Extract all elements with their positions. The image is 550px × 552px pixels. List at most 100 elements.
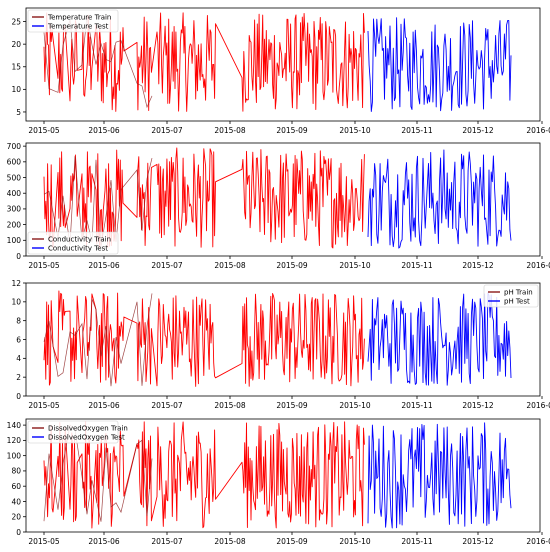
x-tick-label: 2016-01 — [526, 261, 550, 270]
y-tick-label: 8 — [16, 316, 21, 325]
series-line-train-outline — [43, 424, 153, 522]
y-tick-label: 60 — [11, 482, 21, 491]
y-tick-label: 700 — [7, 142, 22, 151]
x-tick-label: 2015-07 — [151, 126, 183, 135]
x-tick-label: 2015-11 — [401, 401, 433, 410]
series-line-train — [43, 290, 365, 387]
series-line-train — [43, 12, 365, 112]
legend-box — [27, 420, 119, 444]
x-tick-label: 2015-09 — [276, 401, 308, 410]
y-tick-label: 0 — [16, 528, 21, 537]
panel-1: 0 100 200 300 400 500 600 700 2015-05 2015-06 2015… — [7, 142, 550, 270]
legend-box — [27, 9, 119, 33]
x-tick-label: 2015-10 — [339, 126, 371, 135]
x-tick-label: 2015-05 — [28, 126, 60, 135]
x-tick-label: 2015-06 — [88, 401, 120, 410]
y-tick-label: 40 — [11, 497, 21, 506]
x-tick-label: 2016-01 — [526, 401, 550, 410]
x-tick-label: 2015-07 — [151, 537, 183, 546]
series-line-train-outline — [43, 15, 153, 109]
axes-frame — [25, 418, 541, 533]
x-tick-label: 2015-12 — [462, 126, 494, 135]
legend-label: Temperature Train — [47, 14, 111, 22]
series-line-test — [367, 422, 512, 529]
x-tick-label: 2015-05 — [28, 537, 60, 546]
x-tick-label: 2015-05 — [28, 401, 60, 410]
x-tick-label: 2015-08 — [214, 126, 246, 135]
series-line-train-outline — [43, 156, 153, 247]
y-tick-label: 15 — [11, 63, 21, 72]
y-tick-label: 500 — [7, 173, 22, 182]
plot-area — [43, 420, 512, 529]
y-tick-label: 4 — [16, 354, 21, 363]
y-tick-label: 120 — [7, 436, 22, 445]
x-tick-label: 2015-10 — [339, 261, 371, 270]
legend-label: pH Train — [504, 289, 533, 297]
y-tick-label: 10 — [11, 298, 21, 307]
x-tick-label: 2015-06 — [88, 126, 120, 135]
y-tick-label: 400 — [7, 189, 22, 198]
legend-box — [27, 231, 119, 255]
x-tick-label: 2015-08 — [214, 261, 246, 270]
y-tick-label: 20 — [11, 40, 21, 49]
axes-frame — [25, 142, 541, 257]
x-tick-label: 2016-01 — [526, 537, 550, 546]
y-tick-label: 200 — [7, 220, 22, 229]
series-line-test — [367, 149, 512, 249]
legend-label: Conductivity Test — [48, 245, 108, 253]
x-tick-label: 2015-07 — [151, 261, 183, 270]
y-tick-label: 80 — [11, 467, 21, 476]
series-line-test — [367, 17, 512, 112]
x-tick-label: 2015-12 — [462, 537, 494, 546]
x-tick-label: 2015-11 — [401, 126, 433, 135]
x-tick-label: 2015-12 — [462, 401, 494, 410]
x-tick-label: 2015-10 — [339, 401, 371, 410]
x-tick-label: 2015-09 — [276, 126, 308, 135]
legend-label: Conductivity Train — [48, 236, 111, 244]
legend-label: DissolvedOxygen Train — [48, 425, 128, 433]
axes-frame — [25, 7, 541, 122]
y-tick-label: 0 — [16, 392, 21, 401]
legend-label: pH Test — [504, 298, 530, 306]
x-tick-label: 2015-06 — [88, 261, 120, 270]
y-tick-label: 0 — [16, 252, 21, 261]
x-tick-label: 2015-11 — [401, 537, 433, 546]
y-tick-label: 100 — [7, 451, 22, 460]
y-tick-label: 140 — [7, 421, 22, 430]
y-tick-label: 20 — [11, 513, 21, 522]
x-tick-label: 2015-09 — [276, 261, 308, 270]
x-tick-label: 2015-08 — [214, 537, 246, 546]
y-tick-label: 10 — [11, 85, 21, 94]
plot-area — [43, 147, 512, 249]
y-tick-label: 25 — [11, 17, 21, 26]
y-tick-label: 300 — [7, 205, 22, 214]
x-tick-label: 2015-11 — [401, 261, 433, 270]
x-tick-label: 2015-10 — [339, 537, 371, 546]
y-tick-label: 100 — [7, 236, 22, 245]
series-line-train — [43, 420, 365, 529]
legend-label: DissolvedOxygen Test — [48, 434, 125, 442]
x-tick-label: 2015-05 — [28, 261, 60, 270]
y-tick-label: 5 — [16, 108, 21, 117]
x-tick-label: 2015-06 — [88, 537, 120, 546]
y-tick-label: 6 — [16, 335, 21, 344]
y-tick-label: 600 — [7, 158, 22, 167]
x-tick-label: 2015-07 — [151, 401, 183, 410]
x-tick-label: 2015-08 — [214, 401, 246, 410]
plot-area — [43, 12, 512, 112]
y-tick-label: 2 — [16, 373, 21, 382]
x-tick-label: 2015-12 — [462, 261, 494, 270]
legend-label: Temperature Test — [47, 23, 109, 31]
y-tick-label: 12 — [11, 279, 21, 288]
series-line-train-outline — [43, 293, 153, 387]
series-line-train — [43, 147, 365, 249]
panel-0: 5 10 15 20 25 2015-05 2015-06 2015-07 2015-08 201… — [11, 7, 550, 135]
panel-2: 0 2 4 6 8 10 12 2015-05 2015-06 2015-07 2015-08 201… — [11, 279, 550, 410]
x-tick-label: 2015-09 — [276, 537, 308, 546]
series-line-test — [367, 292, 512, 386]
